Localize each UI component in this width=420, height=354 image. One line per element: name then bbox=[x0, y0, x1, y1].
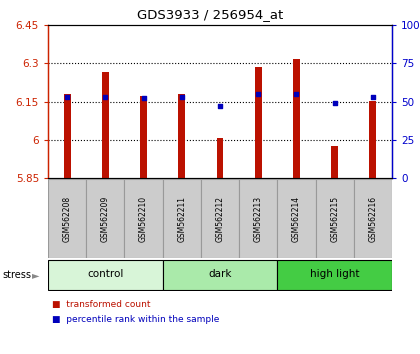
Text: control: control bbox=[87, 269, 123, 279]
Bar bbox=[255, 67, 262, 178]
Point bbox=[178, 94, 185, 100]
Point bbox=[64, 94, 71, 100]
Text: GSM562208: GSM562208 bbox=[63, 195, 72, 241]
Point bbox=[102, 94, 109, 100]
Bar bbox=[201, 179, 239, 258]
Text: GSM562209: GSM562209 bbox=[101, 195, 110, 242]
Text: GSM562211: GSM562211 bbox=[177, 195, 186, 241]
Point bbox=[217, 103, 223, 109]
Bar bbox=[293, 59, 300, 178]
Bar bbox=[140, 96, 147, 178]
Point bbox=[140, 96, 147, 101]
Text: GSM562214: GSM562214 bbox=[292, 195, 301, 241]
Text: GSM562213: GSM562213 bbox=[254, 195, 263, 241]
Bar bbox=[178, 94, 185, 178]
Text: dark: dark bbox=[208, 269, 232, 279]
Bar bbox=[315, 179, 354, 258]
Text: ■  transformed count: ■ transformed count bbox=[52, 301, 151, 309]
Bar bbox=[86, 179, 124, 258]
Bar bbox=[239, 179, 277, 258]
Bar bbox=[277, 179, 315, 258]
Text: ■  percentile rank within the sample: ■ percentile rank within the sample bbox=[52, 315, 220, 325]
Text: ►: ► bbox=[32, 270, 39, 280]
Bar bbox=[124, 179, 163, 258]
Text: GDS3933 / 256954_at: GDS3933 / 256954_at bbox=[137, 8, 283, 21]
Bar bbox=[163, 179, 201, 258]
Bar bbox=[163, 259, 277, 290]
Point bbox=[370, 94, 376, 100]
Bar bbox=[370, 102, 376, 178]
Text: GSM562216: GSM562216 bbox=[368, 195, 378, 241]
Point bbox=[331, 100, 338, 106]
Bar bbox=[331, 146, 338, 178]
Bar bbox=[217, 138, 223, 178]
Point bbox=[293, 91, 300, 97]
Bar bbox=[102, 72, 109, 178]
Text: GSM562210: GSM562210 bbox=[139, 195, 148, 241]
Text: high light: high light bbox=[310, 269, 360, 279]
Bar bbox=[48, 179, 86, 258]
Point bbox=[255, 91, 262, 97]
Text: GSM562215: GSM562215 bbox=[330, 195, 339, 241]
Bar bbox=[48, 259, 163, 290]
Bar bbox=[64, 94, 71, 178]
Bar bbox=[277, 259, 392, 290]
Text: GSM562212: GSM562212 bbox=[215, 195, 225, 241]
Bar bbox=[354, 179, 392, 258]
Text: stress: stress bbox=[2, 270, 31, 280]
